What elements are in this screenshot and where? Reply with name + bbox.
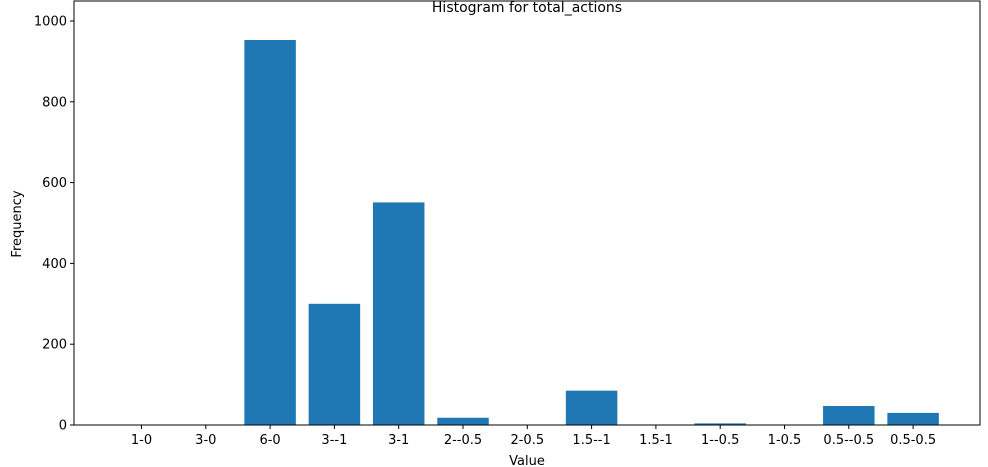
- y-axis-ticks: 0 200 400 600 800 1000: [34, 15, 74, 434]
- x-tick-label: 0.5--0.5: [823, 433, 874, 448]
- x-tick-label: 1-0: [131, 433, 152, 448]
- chart-title: Histogram for total_actions: [432, 0, 622, 16]
- x-axis-label: Value: [509, 454, 545, 467]
- x-tick-label: 1--0.5: [701, 433, 739, 448]
- y-axis-label: Frequency: [10, 190, 25, 257]
- bar-6-0: [244, 39, 296, 426]
- bar-1--0.5: [694, 423, 746, 425]
- bar-3--1: [308, 303, 361, 425]
- bars-group: [244, 39, 939, 426]
- x-tick-label: 1-0.5: [768, 433, 802, 448]
- x-axis-ticks: 1-0 3-0 6-0 3--1 3-1 2--0.5 2-0.5 1.5--1 1.5-1 1-…: [131, 425, 936, 448]
- x-tick-label: 3--1: [321, 433, 347, 448]
- y-tick-label: 800: [42, 95, 67, 110]
- y-tick-label: 400: [42, 257, 67, 272]
- y-tick-label: 200: [42, 338, 67, 353]
- bar-2--0.5: [437, 417, 489, 425]
- x-tick-label: 1.5--1: [572, 433, 610, 448]
- y-tick-label: 600: [42, 176, 67, 191]
- y-tick-label: 0: [59, 419, 67, 434]
- y-tick-label: 1000: [34, 15, 67, 30]
- x-tick-label: 6-0: [259, 433, 280, 448]
- x-tick-label: 3-0: [195, 433, 216, 448]
- x-tick-label: 1.5-1: [639, 433, 673, 448]
- bar-1.5--1: [565, 390, 618, 425]
- x-tick-label: 3-1: [388, 433, 409, 448]
- bar-0.5-0.5: [887, 412, 939, 425]
- bar-3-1: [372, 202, 425, 425]
- x-tick-label: 0.5-0.5: [890, 433, 936, 448]
- plot-area-frame: [73, 0, 981, 426]
- x-tick-label: 2--0.5: [444, 433, 482, 448]
- x-tick-label: 2-0.5: [510, 433, 544, 448]
- bar-0.5--0.5: [823, 406, 875, 425]
